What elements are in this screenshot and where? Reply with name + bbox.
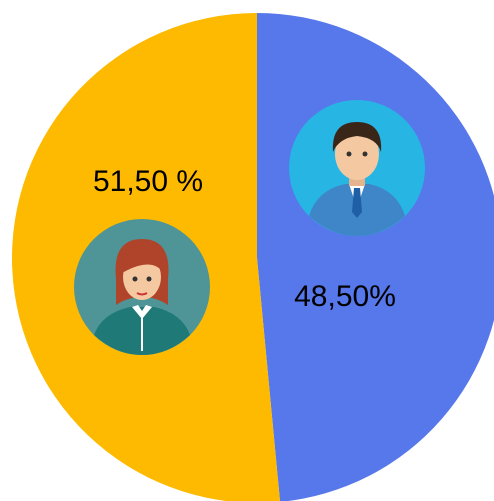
female-avatar [74, 219, 210, 355]
male-avatar [289, 100, 425, 236]
labels: 48,50% 51,50 % [93, 165, 396, 313]
pie-slice [257, 13, 494, 501]
value-label: 51,50 % [93, 165, 203, 198]
value-label: 48,50% [294, 280, 396, 313]
